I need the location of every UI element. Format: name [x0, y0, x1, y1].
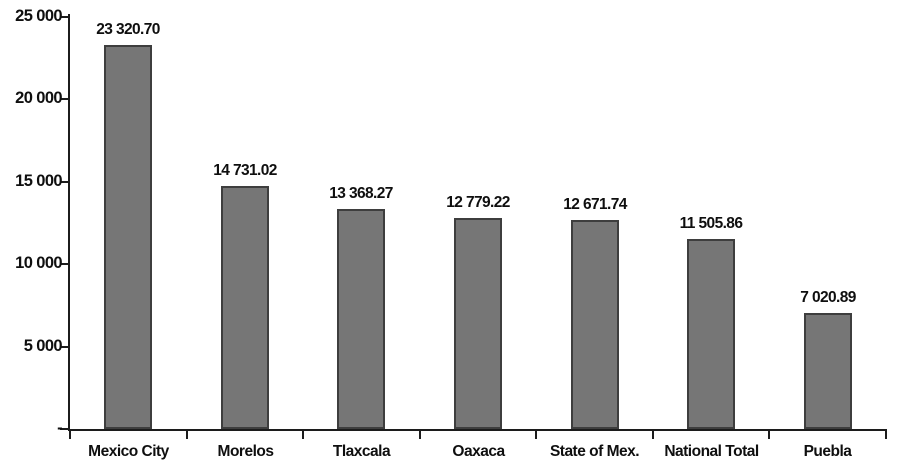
- bar-value-label: 7 020.89: [800, 289, 856, 306]
- y-axis-tick: [60, 263, 68, 265]
- x-axis-category-label: Tlaxcala: [332, 443, 391, 460]
- x-axis-category-label: National Total: [664, 443, 759, 460]
- bar-value-label: 12 671.74: [563, 196, 627, 213]
- x-axis-tick: [69, 431, 71, 439]
- y-axis-tick-label: 25 000: [15, 7, 62, 25]
- x-axis-tick: [302, 431, 304, 439]
- bar: [687, 239, 735, 429]
- bar: [804, 313, 852, 429]
- bar-value-label: 23 320.70: [96, 21, 160, 38]
- bar: [571, 220, 619, 429]
- x-axis-tick: [419, 431, 421, 439]
- bar: [337, 209, 385, 429]
- x-axis-category-label: Puebla: [803, 443, 852, 460]
- bar: [221, 186, 269, 429]
- y-axis-tick-label: 5 000: [23, 337, 63, 355]
- bar: [104, 45, 152, 429]
- bar-value-label: 11 505.86: [679, 215, 743, 232]
- bar-value-label: 13 368.27: [329, 185, 393, 202]
- y-axis-tick: [60, 181, 68, 183]
- y-axis-tick: [60, 16, 68, 18]
- y-axis-tick-label: 10 000: [15, 254, 62, 272]
- x-axis-tick: [535, 431, 537, 439]
- x-axis-category-label: Mexico City: [88, 443, 169, 460]
- x-axis-line: [68, 429, 887, 431]
- y-axis-tick-label: 15 000: [15, 172, 62, 190]
- y-axis-tick-label: -: [57, 419, 63, 437]
- y-axis-tick: [60, 346, 68, 348]
- bar-value-label: 12 779.22: [446, 194, 510, 211]
- y-axis-tick: [60, 428, 68, 430]
- bar-value-label: 14 731.02: [213, 162, 277, 179]
- x-axis-category-label: Morelos: [217, 443, 274, 460]
- x-axis-tick: [768, 431, 770, 439]
- x-axis-tick: [652, 431, 654, 439]
- x-axis-tick: [186, 431, 188, 439]
- x-axis-category-label: Oaxaca: [452, 443, 505, 460]
- y-axis-tick-label: 20 000: [15, 89, 62, 107]
- x-axis-category-label: State of Mex.: [549, 443, 640, 460]
- y-axis-line: [68, 14, 70, 431]
- y-axis-tick: [60, 98, 68, 100]
- bar: [454, 218, 502, 429]
- x-axis-tick: [885, 431, 887, 439]
